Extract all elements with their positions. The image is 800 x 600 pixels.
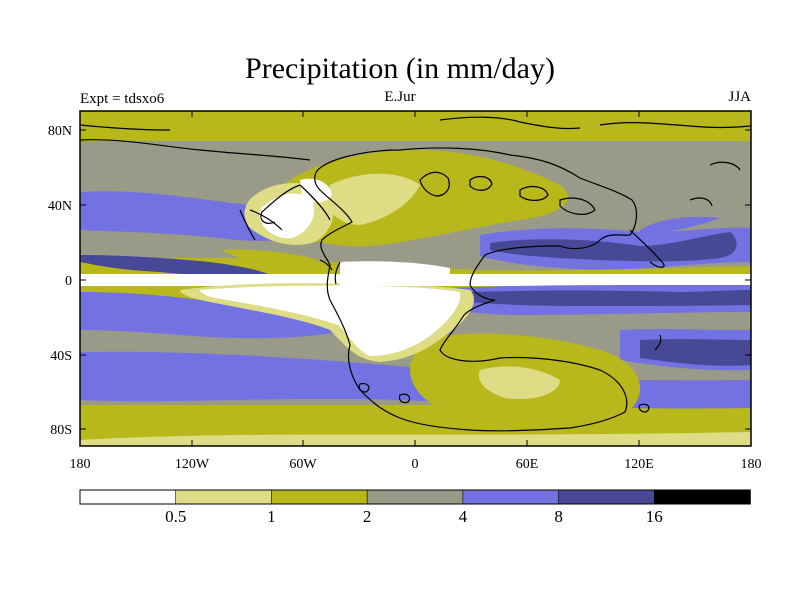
colorbar-tick-label: 1 (267, 507, 276, 526)
lat-label-80s: 80S (50, 423, 72, 438)
region-white-south (200, 285, 461, 356)
band-pale-south (80, 432, 751, 446)
coast-northwest (260, 184, 301, 224)
lat-label-40s: 40S (50, 349, 72, 364)
lon-label-120w: 120W (175, 457, 210, 472)
colorbar-swatch (653, 489, 751, 505)
lon-label-180e: 180 (741, 457, 762, 472)
axis-ticks (80, 111, 751, 446)
colorbar-tick-label: 8 (554, 507, 563, 526)
colorbar-swatch (366, 489, 464, 505)
lon-label-60e: 60E (516, 457, 539, 472)
lat-label-0: 0 (65, 274, 72, 289)
coastlines (80, 116, 751, 432)
continent-outline (314, 147, 638, 432)
colorbar-swatch (175, 489, 273, 505)
lat-label-80n: 80N (48, 124, 72, 139)
colorbar-swatch (558, 489, 656, 505)
lon-label-180w: 180 (70, 457, 91, 472)
lon-label-60w: 60W (289, 457, 317, 472)
lat-label-40n: 40N (48, 199, 72, 214)
period-label: E.Jur (384, 89, 416, 105)
colorbar (79, 489, 751, 505)
precip-field (80, 111, 751, 446)
colorbar-swatch (271, 489, 368, 505)
band-blue-southwest (80, 292, 350, 339)
colorbar-labels: 0.5 1 2 4 8 16 (165, 507, 663, 526)
colorbar-frame (79, 489, 751, 505)
experiment-label: Expt = tdsxo6 (80, 91, 165, 107)
band-navy-east (470, 290, 751, 306)
colorbar-tick-label: 16 (646, 507, 663, 526)
chart-title: Precipitation (in mm/day) (245, 52, 555, 85)
colorbar-swatch (79, 489, 177, 505)
colorbar-swatch (462, 489, 560, 505)
region-navy-east (490, 232, 737, 262)
region-navy-west (80, 255, 270, 277)
coast-northern-margin (80, 139, 311, 161)
lon-label-0: 0 (412, 457, 419, 472)
colorbar-tick-label: 0.5 (165, 507, 186, 526)
lon-label-120e: 120E (624, 457, 654, 472)
coast-inlet (299, 184, 331, 221)
season-label: JJA (728, 89, 751, 105)
region-white-northwest (259, 193, 314, 239)
colorbar-tick-label: 4 (459, 507, 468, 526)
colorbar-tick-label: 2 (363, 507, 372, 526)
